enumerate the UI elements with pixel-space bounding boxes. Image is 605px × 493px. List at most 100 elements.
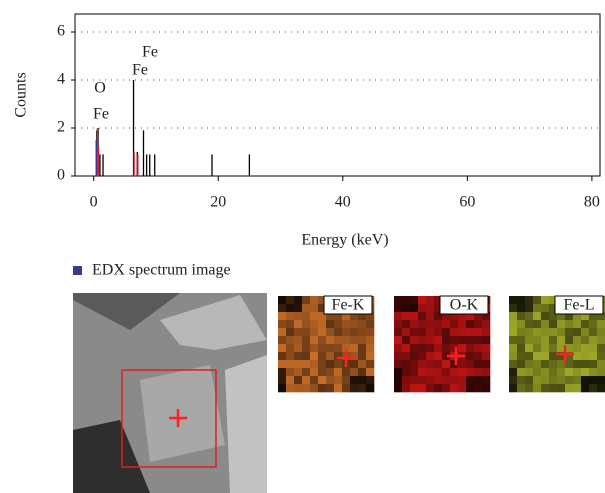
pixel — [474, 368, 483, 377]
pixel — [509, 312, 518, 321]
pixel — [326, 312, 335, 321]
pixel — [426, 352, 435, 361]
pixel — [474, 312, 483, 321]
pixel — [326, 352, 335, 361]
pixel — [318, 312, 327, 321]
pixel — [450, 368, 459, 377]
pixel — [533, 352, 542, 361]
pixel — [326, 376, 335, 385]
pixel — [434, 312, 443, 321]
pixel — [525, 320, 534, 329]
pixel — [286, 304, 295, 313]
pixel — [597, 352, 605, 361]
pixel — [402, 296, 411, 305]
pixel — [517, 360, 526, 369]
pixel — [342, 376, 351, 385]
pixel — [533, 296, 542, 305]
pixel — [581, 360, 590, 369]
pixel — [517, 384, 526, 393]
pixel — [310, 304, 319, 313]
pixel — [517, 296, 526, 305]
pixel — [517, 312, 526, 321]
pixel — [482, 352, 491, 361]
pixel — [350, 376, 359, 385]
pixel — [525, 360, 534, 369]
pixel — [541, 320, 550, 329]
pixel — [326, 360, 335, 369]
pixel — [418, 376, 427, 385]
pixel — [549, 328, 558, 337]
sem-crystal — [140, 365, 225, 462]
pixel — [402, 312, 411, 321]
pixel — [458, 336, 467, 345]
pixel — [474, 336, 483, 345]
sem-crystal — [225, 355, 267, 493]
pixel — [342, 384, 351, 393]
pixel — [326, 328, 335, 337]
pixel — [525, 368, 534, 377]
pixel — [581, 376, 590, 385]
pixel — [533, 320, 542, 329]
pixel — [533, 328, 542, 337]
pixel — [549, 296, 558, 305]
pixel — [426, 296, 435, 305]
pixel — [294, 368, 303, 377]
pixel — [394, 376, 403, 385]
pixel — [474, 328, 483, 337]
pixel — [326, 384, 335, 393]
pixel — [318, 368, 327, 377]
pixel — [565, 328, 574, 337]
pixel — [394, 328, 403, 337]
pixel — [294, 360, 303, 369]
pixel — [442, 344, 451, 353]
pixel — [294, 296, 303, 305]
pixel — [458, 384, 467, 393]
pixel — [410, 352, 419, 361]
x-tick-label: 60 — [459, 194, 475, 211]
pixel — [458, 376, 467, 385]
pixel — [358, 344, 367, 353]
pixel — [509, 320, 518, 329]
pixel — [557, 320, 566, 329]
pixel — [358, 320, 367, 329]
pixel — [434, 344, 443, 353]
pixel — [482, 336, 491, 345]
pixel — [310, 336, 319, 345]
pixel — [434, 368, 443, 377]
pixel — [557, 368, 566, 377]
pixel — [474, 360, 483, 369]
pixel — [589, 336, 598, 345]
pixel — [278, 368, 287, 377]
y-axis-label: Counts — [13, 72, 30, 117]
pixel — [342, 328, 351, 337]
pixel — [581, 336, 590, 345]
pixel — [358, 384, 367, 393]
pixel — [541, 304, 550, 313]
pixel — [294, 312, 303, 321]
pixel — [278, 328, 287, 337]
element-map: Fe-K — [278, 295, 375, 393]
pixel — [334, 320, 343, 329]
pixel — [302, 344, 311, 353]
pixel — [466, 328, 475, 337]
pixel — [466, 320, 475, 329]
pixel — [366, 320, 375, 329]
pixel — [402, 368, 411, 377]
pixel — [557, 376, 566, 385]
pixel — [517, 320, 526, 329]
pixel — [366, 368, 375, 377]
pixel — [350, 312, 359, 321]
pixel — [366, 312, 375, 321]
pixel — [466, 352, 475, 361]
pixel — [310, 328, 319, 337]
pixel — [286, 336, 295, 345]
pixel — [286, 376, 295, 385]
pixel — [557, 352, 566, 361]
pixel — [549, 320, 558, 329]
pixel — [342, 336, 351, 345]
pixel — [442, 360, 451, 369]
pixel — [517, 344, 526, 353]
pixel — [541, 328, 550, 337]
pixel — [310, 352, 319, 361]
